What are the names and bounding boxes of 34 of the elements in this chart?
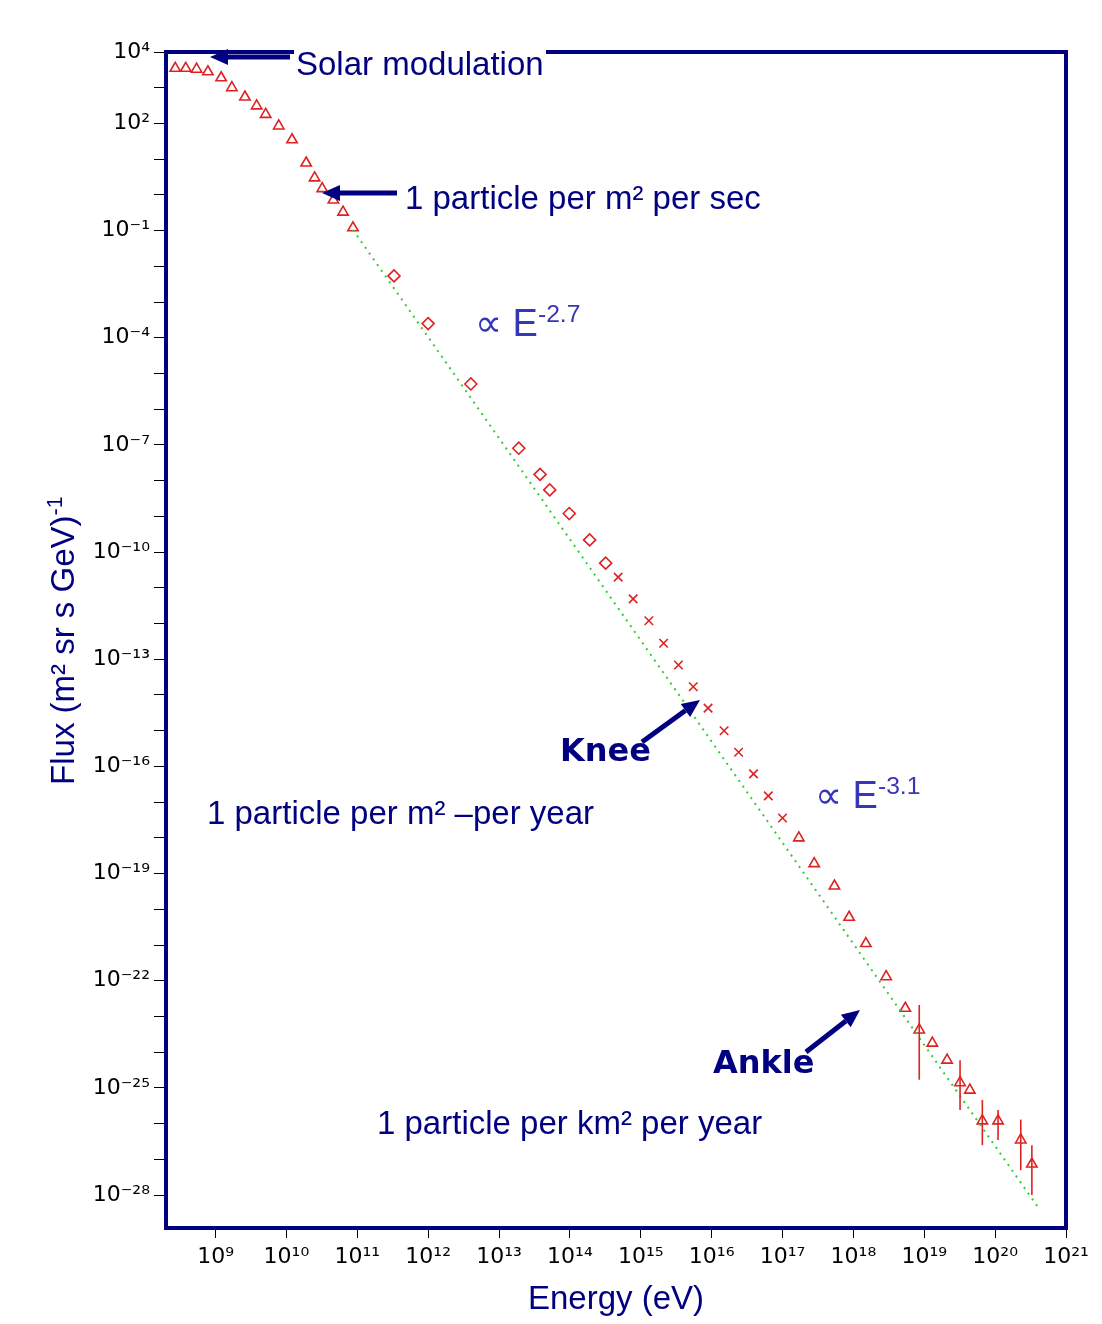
annotation: Ankle: [713, 1043, 815, 1081]
x-axis-title: Energy (eV): [528, 1279, 705, 1317]
y-tick-label: 10⁻²²: [92, 966, 150, 992]
x-tick-label: 10¹⁴: [547, 1242, 593, 1268]
x-tick-label: 10¹⁷: [759, 1242, 806, 1268]
x-tick-label: 10²¹: [1043, 1242, 1089, 1268]
annotation: 1 particle per km² per year: [377, 1104, 763, 1142]
x-tick-label: 10¹⁶: [688, 1242, 735, 1268]
x-tick-label: 10⁹: [197, 1242, 234, 1268]
x-tick-label: 10¹³: [476, 1242, 522, 1268]
y-tick-label: 10⁻¹⁶: [92, 752, 151, 778]
y-tick-label: 10⁻¹³: [92, 644, 150, 670]
annotation: Solar modulation: [294, 45, 546, 83]
y-tick-label: 10⁻²⁸: [92, 1180, 151, 1206]
annotation: Knee: [560, 731, 651, 769]
x-tick-label: 10²⁰: [972, 1242, 1019, 1268]
x-tick-label: 10¹⁹: [901, 1242, 948, 1268]
y-tick-label: 10²: [113, 109, 150, 135]
y-tick-label: 10⁻¹⁰: [92, 537, 151, 563]
y-tick-label: 10⁻¹: [101, 216, 150, 242]
y-tick-label: 10⁻¹⁹: [92, 859, 150, 885]
y-tick-label: 10⁻²⁵: [92, 1073, 150, 1099]
annotation: ∝ E$^{-3.1}$: [815, 772, 921, 817]
annotation: 1 particle per m² per sec: [405, 179, 761, 217]
x-tick-label: 10¹⁸: [830, 1242, 877, 1268]
y-tick-label: 10⁴: [113, 37, 151, 63]
x-tick-label: 10¹⁵: [617, 1242, 664, 1268]
annotation: 1 particle per m² –per year: [207, 794, 594, 832]
y-tick-label: 10⁻⁴: [101, 323, 151, 349]
x-tick-label: 10¹⁰: [263, 1242, 310, 1268]
x-tick-label: 10¹¹: [334, 1242, 381, 1268]
annotation: ∝ E$^{-2.7}$: [475, 300, 581, 345]
x-tick-label: 10¹²: [405, 1242, 451, 1268]
y-tick-label: 10⁻⁷: [101, 430, 150, 456]
